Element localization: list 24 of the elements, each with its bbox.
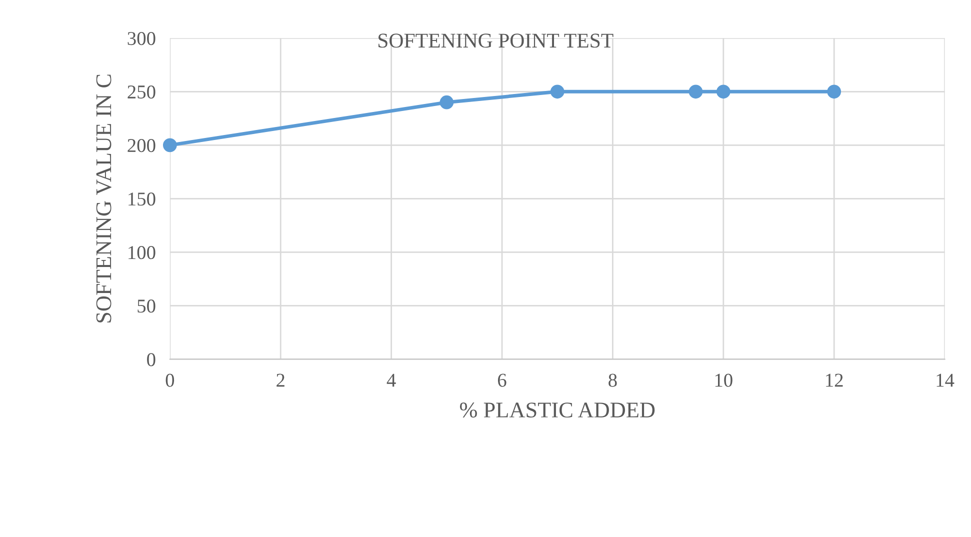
point (440, 95, 454, 110)
y-axis-title: SOFTENING VALUE IN C (96, 74, 112, 322)
x-tick-label: 14 (936, 374, 954, 387)
point (716, 84, 730, 99)
y-tick-label: 150 (128, 192, 156, 206)
x-tick-label: 4 (386, 374, 396, 387)
chart-title: SOFTENING POINT TEST (378, 34, 614, 48)
point (550, 84, 564, 99)
x-tick-label: 0 (166, 374, 174, 387)
y-tick-label: 100 (128, 246, 156, 260)
point (827, 84, 842, 99)
y-tick-label: 250 (128, 85, 156, 99)
x-tick-label: 8 (608, 374, 617, 387)
point (688, 84, 703, 99)
y-tick-label: 0 (147, 353, 156, 366)
point (162, 138, 177, 152)
x-tick-label: 10 (715, 374, 732, 387)
y-tick-label: 50 (138, 300, 156, 313)
x-tick-label: 2 (276, 374, 284, 387)
x-tick-label: 6 (498, 374, 506, 387)
x-axis-title: % PLASTIC ADDED (460, 402, 655, 418)
x-tick-label: 12 (826, 374, 843, 387)
y-tick-label: 200 (128, 138, 156, 152)
y-tick-label: 300 (128, 32, 156, 46)
